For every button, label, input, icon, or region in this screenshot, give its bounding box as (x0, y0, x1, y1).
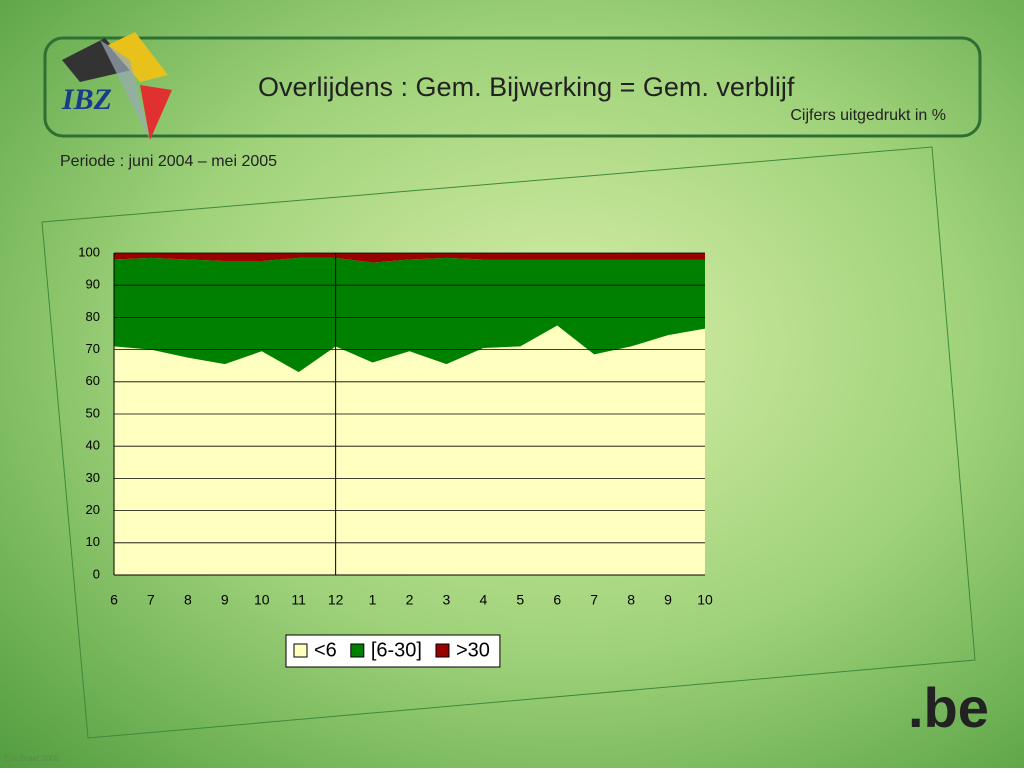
legend-swatch (293, 643, 308, 658)
header-box (43, 36, 982, 138)
x-tick-label: 10 (697, 592, 713, 608)
legend-label: [6-30] (371, 639, 422, 661)
period: Periode : juni 2004 – mei 2005 (60, 153, 277, 170)
x-tick-label: 6 (110, 592, 118, 608)
y-tick-label: 40 (86, 438, 100, 453)
title: Overlijdens : Gem. Bijwerking = Gem. ver… (258, 72, 795, 102)
y-tick-label: 100 (78, 244, 100, 259)
brand: .be (908, 676, 989, 739)
logo-shape (140, 85, 172, 140)
x-tick-label: 6 (553, 592, 561, 608)
y-tick-label: 60 (86, 373, 100, 388)
y-tick-label: 30 (86, 470, 100, 485)
x-tick-label: 9 (664, 592, 672, 608)
x-tick-label: 8 (184, 592, 192, 608)
x-tick-label: 5 (516, 592, 524, 608)
x-tick-label: 2 (406, 592, 414, 608)
y-tick-label: 50 (86, 405, 100, 420)
x-tick-label: 8 (627, 592, 635, 608)
x-tick-label: 7 (147, 592, 155, 608)
legend-swatch (435, 643, 450, 658)
x-tick-label: 4 (479, 592, 487, 608)
legend-label: >30 (456, 639, 490, 661)
logo-shape (108, 32, 168, 82)
area (114, 253, 705, 263)
logo-text: IBZ (61, 83, 112, 116)
x-tick-label: 1 (369, 592, 377, 608)
legend: <6 [6-30] >30 (285, 634, 501, 668)
y-tick-label: 90 (86, 277, 100, 292)
subtitle: Cijfers uitgedrukt in % (790, 107, 946, 124)
logo-shape (100, 40, 150, 140)
x-tick-label: 7 (590, 592, 598, 608)
y-tick-label: 20 (86, 502, 100, 517)
area (114, 325, 705, 575)
x-tick-label: 3 (443, 592, 451, 608)
x-tick-label: 10 (254, 592, 270, 608)
credit: Eric Braet 2005 (4, 754, 60, 763)
area (114, 257, 705, 373)
frame (41, 146, 976, 739)
y-tick-label: 10 (86, 534, 100, 549)
legend-swatch (350, 643, 365, 658)
legend-box (285, 634, 501, 668)
x-tick-label: 11 (291, 592, 306, 608)
x-tick-label: 12 (328, 592, 344, 608)
y-tick-label: 80 (86, 309, 100, 324)
y-tick-label: 70 (86, 341, 100, 356)
legend-label: <6 (314, 639, 337, 661)
y-tick-label: 0 (93, 566, 100, 581)
logo-shape (62, 38, 132, 82)
x-tick-label: 9 (221, 592, 229, 608)
